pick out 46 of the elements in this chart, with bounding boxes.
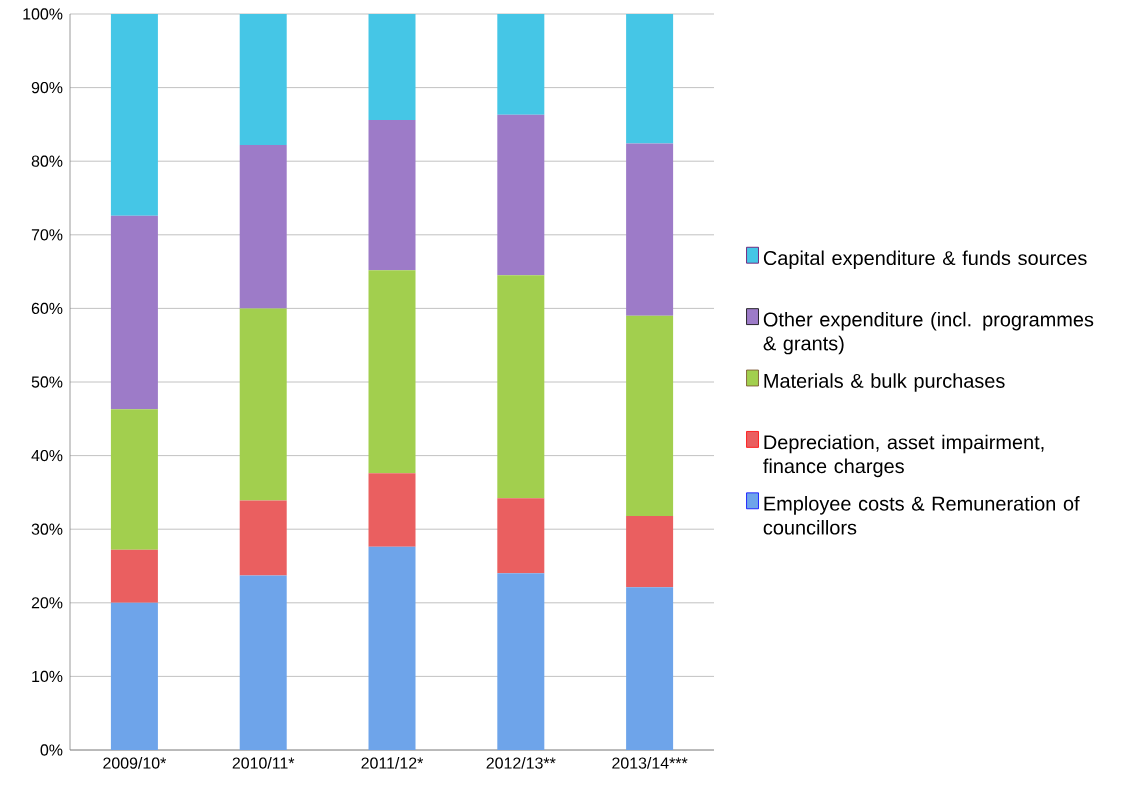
bar bbox=[239, 308, 287, 501]
bar bbox=[368, 546, 416, 750]
bar bbox=[626, 13, 674, 144]
x-tick-label: 2010/11* bbox=[232, 757, 295, 769]
y-tick-label: 60% bbox=[31, 302, 63, 315]
y-tick-label: 90% bbox=[31, 81, 63, 94]
x-tick-label: 2009/10* bbox=[103, 757, 167, 769]
bar bbox=[110, 215, 158, 410]
bar bbox=[626, 315, 674, 516]
bar bbox=[368, 270, 416, 474]
bar bbox=[239, 13, 287, 145]
bar bbox=[110, 549, 158, 603]
bar bbox=[110, 409, 158, 550]
bar bbox=[368, 473, 416, 547]
y-tick-label: 10% bbox=[32, 670, 63, 683]
bar bbox=[626, 587, 674, 750]
bar bbox=[239, 500, 287, 576]
bar bbox=[110, 13, 158, 216]
y-tick-label: 20% bbox=[31, 597, 63, 609]
bar bbox=[110, 602, 158, 750]
legend-label: Depreciation, asset impairment, finance charges bbox=[763, 434, 1044, 478]
bar bbox=[497, 498, 545, 574]
x-tick-label: 2011/12* bbox=[361, 757, 424, 769]
bar bbox=[497, 13, 545, 115]
legend-label: Materials & bulk purchases bbox=[764, 373, 1005, 392]
y-tick-label: 80% bbox=[31, 155, 63, 167]
bar bbox=[497, 114, 545, 276]
y-tick-label: 50% bbox=[31, 376, 63, 388]
x-tick-label: 2013/14*** bbox=[612, 757, 688, 769]
bar bbox=[626, 143, 674, 316]
legend-label: Capital expenditure & funds sources bbox=[763, 250, 1087, 270]
bar bbox=[239, 575, 287, 750]
bar bbox=[497, 573, 545, 750]
bar bbox=[368, 13, 416, 120]
legend-label: Other expenditure (incl. programmes & grants) bbox=[763, 311, 1094, 355]
legend-label: Employee costs & Remuneration of councillors bbox=[763, 496, 1080, 535]
y-tick-label: 40% bbox=[31, 449, 63, 462]
bar bbox=[626, 515, 674, 588]
bar bbox=[368, 119, 416, 271]
bar bbox=[239, 145, 287, 309]
x-tick-label: 2012/13** bbox=[486, 757, 556, 769]
y-tick-label: 0% bbox=[40, 744, 63, 756]
y-tick-label: 70% bbox=[31, 229, 63, 241]
y-tick-label: 30% bbox=[31, 523, 63, 535]
bar bbox=[497, 275, 545, 499]
y-tick-label: 100% bbox=[23, 8, 63, 20]
